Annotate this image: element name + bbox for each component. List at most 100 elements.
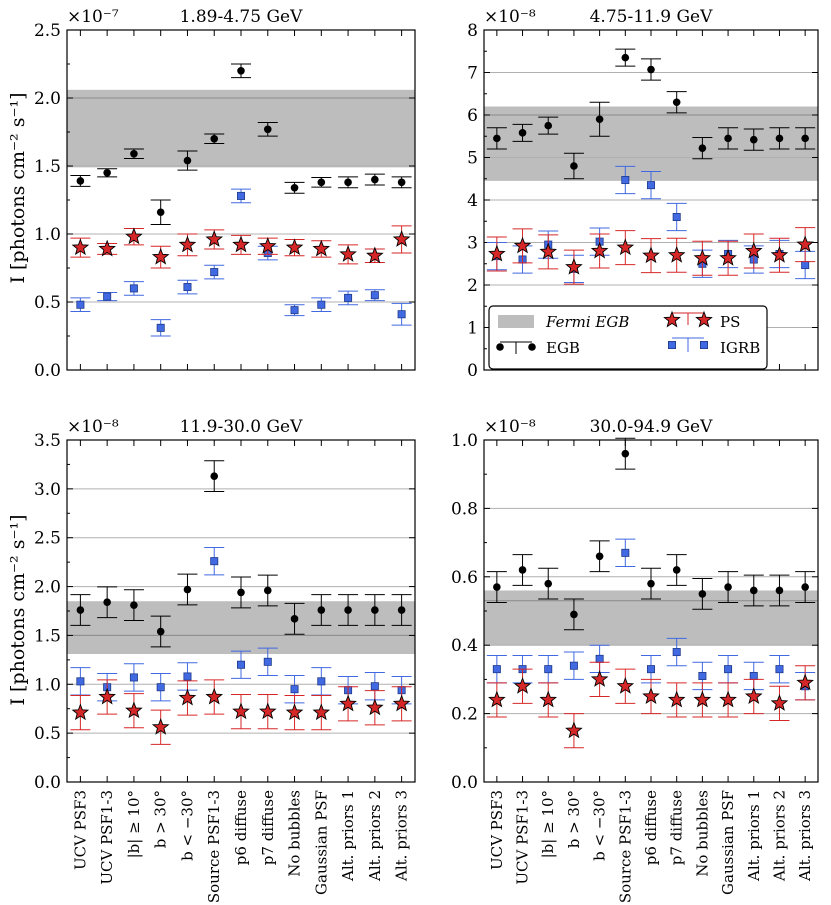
axes-frame [66, 29, 416, 371]
fermi-egb-band [484, 106, 818, 181]
data-point-egb [156, 208, 165, 217]
data-point-ps [565, 257, 583, 275]
panel-11-9-30-0-gev: 0.0 0.5 1.0 1.5 2.0 2.5 3.0 3.5 UCV PSF3 UCV PSF1… [34, 417, 416, 903]
x-tick-label: Alt. priors 2 [770, 790, 788, 882]
data-point-igrb [544, 665, 553, 674]
data-point-ps [232, 235, 250, 253]
data-point-ps [392, 230, 411, 247]
y-tick-label: 2.0 [34, 89, 61, 109]
y-tick-label: 3.5 [34, 431, 61, 451]
x-tick-label: UCV PSF3 [488, 790, 506, 870]
data-point-egb [493, 583, 501, 591]
data-point-igrb [647, 181, 656, 190]
data-point-igrb [492, 665, 501, 674]
data-point-ps [125, 227, 143, 245]
x-tick-label: UCV PSF1-3 [98, 790, 116, 885]
x-tick-label: |b| ≥ 10° [125, 790, 143, 858]
data-point-ps [178, 235, 197, 253]
x-tick-label: Gaussian PSF [312, 790, 330, 895]
data-point-igrb [370, 291, 379, 300]
data-point-igrb [344, 293, 353, 302]
y-tick-label: 0.5 [34, 724, 61, 744]
data-point-egb [518, 566, 527, 574]
legend-ps-star [663, 310, 681, 328]
y-tick-label: 3.0 [34, 480, 61, 500]
data-point-ps [565, 721, 583, 739]
y-tick-label: 1 [467, 319, 478, 339]
x-tick-label: p7 diffuse [259, 790, 277, 865]
data-point-egb [156, 627, 165, 636]
x-tick-label: Gaussian PSF [719, 790, 737, 895]
data-point-ps [98, 239, 116, 257]
data-point-egb [103, 169, 111, 177]
legend-band-swatch [498, 315, 534, 328]
legend-label-fermi-egb: Fermi EGB [545, 313, 629, 331]
panel-title: 1.89-4.75 GeV [180, 7, 303, 27]
legend-egb-marker [496, 341, 536, 354]
y-tick-label: 0.8 [451, 499, 478, 519]
data-point-egb [130, 149, 138, 158]
data-point-ps [151, 247, 170, 265]
data-point-egb [724, 134, 732, 143]
panel-30-0-94-9-gev: 0.0 0.2 0.4 0.6 0.8 1.0 UCV PSF3 UCV PSF1-3 |b| … [451, 417, 819, 903]
data-point-ps [642, 246, 660, 264]
data-point-igrb [801, 261, 810, 270]
data-point-igrb [317, 300, 326, 309]
y-tick-label: 0.0 [34, 773, 61, 793]
data-point-egb [775, 586, 784, 595]
series-egb [70, 460, 412, 648]
data-point-egb [210, 472, 219, 480]
data-point-igrb [569, 661, 578, 670]
data-point-ps [667, 245, 686, 263]
data-point-igrb [129, 673, 138, 682]
data-point-egb [672, 566, 681, 574]
x-tick-label: Alt. priors 1 [745, 790, 763, 882]
data-point-igrb [263, 657, 272, 666]
axis-exponent: ×10⁻⁸ [484, 417, 536, 437]
data-point-egb [290, 615, 299, 623]
data-point-ps [258, 236, 277, 254]
series-egb [486, 437, 816, 631]
x-tick-label: b < −30° [178, 790, 196, 861]
data-point-egb [237, 67, 245, 75]
data-point-igrb [672, 648, 681, 657]
series-egb [486, 48, 816, 180]
data-point-egb [263, 586, 272, 595]
data-point-egb [775, 134, 784, 143]
data-point-ps [366, 698, 384, 716]
data-point-egb [647, 65, 655, 74]
y-tick-label: 2.0 [34, 578, 61, 598]
data-point-ps [744, 241, 763, 259]
data-point-ps [616, 676, 635, 694]
data-point-egb [317, 178, 326, 187]
data-point-igrb [621, 176, 630, 185]
data-point-ps [667, 690, 686, 708]
legend-igrb-square [668, 340, 677, 349]
data-point-egb [698, 144, 707, 152]
data-point-egb [493, 134, 501, 143]
axes-frame [483, 29, 819, 371]
data-point-ps [796, 235, 814, 253]
data-point-ps [258, 702, 277, 720]
data-point-ps [392, 694, 411, 712]
series-egb [70, 63, 412, 225]
fermi-egb-band [67, 601, 415, 654]
x-tick-label: Alt. priors 1 [339, 790, 357, 882]
data-point-egb [544, 579, 553, 588]
data-point-ps [366, 246, 384, 264]
panel-title: 4.75-11.9 GeV [590, 7, 713, 27]
y-axis-label-top: I [photons cm⁻² s⁻¹] [7, 92, 29, 283]
legend: Fermi EGB EGB PS IGRB [488, 305, 768, 370]
x-tick-label: b < −30° [591, 790, 609, 861]
data-point-igrb [103, 292, 112, 301]
legend-label-egb: EGB [546, 339, 580, 357]
data-point-egb [397, 606, 406, 614]
y-tick-label: 0.4 [451, 636, 478, 656]
data-point-egb [749, 586, 758, 595]
fermi-egb-band [67, 89, 415, 168]
data-point-igrb [236, 660, 245, 669]
data-point-egb [570, 162, 578, 170]
legend-ps-star [695, 310, 713, 328]
data-point-ps [488, 244, 506, 262]
